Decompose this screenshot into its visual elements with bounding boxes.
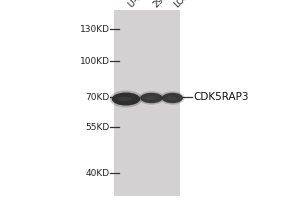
Text: 130KD: 130KD [80,24,110,33]
Ellipse shape [139,91,164,105]
Ellipse shape [110,91,142,107]
Text: 100KD: 100KD [80,56,110,66]
Text: 40KD: 40KD [85,168,109,178]
Text: 293T: 293T [152,0,174,9]
Ellipse shape [160,91,184,105]
Ellipse shape [166,96,177,100]
Ellipse shape [162,93,183,103]
Ellipse shape [112,92,140,106]
Ellipse shape [140,93,163,103]
Text: U-87 MG: U-87 MG [128,0,161,9]
Text: 70KD: 70KD [85,92,110,102]
Text: LO2: LO2 [172,0,191,9]
Ellipse shape [118,97,132,101]
Ellipse shape [145,96,156,100]
Text: 55KD: 55KD [85,122,110,132]
Bar [114,10,180,196]
Text: CDK5RAP3: CDK5RAP3 [194,92,249,102]
